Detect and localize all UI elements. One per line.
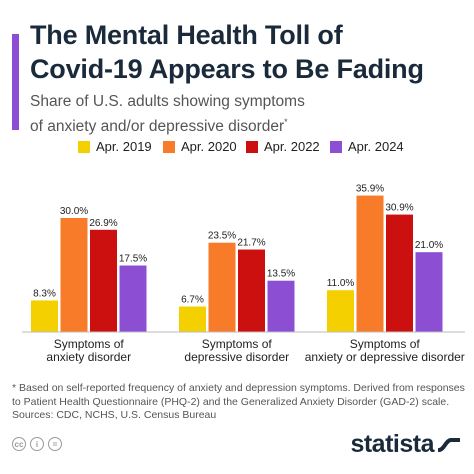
bar-value-label: 13.5%: [267, 269, 295, 280]
legend-label: Apr. 2022: [264, 139, 320, 154]
bar: [60, 218, 88, 332]
bar: [356, 195, 384, 332]
statista-wordmark: statista: [350, 430, 434, 458]
title-line-2: Covid-19 Appears to Be Fading: [30, 54, 424, 84]
bar: [267, 280, 295, 332]
title-line-1: The Mental Health Toll of: [30, 20, 343, 50]
bar-value-label: 8.3%: [33, 288, 56, 299]
statista-wave-icon: [438, 437, 460, 452]
footnote-line-1: * Based on self-reported frequency of an…: [12, 382, 465, 394]
bar: [415, 252, 443, 332]
bar-value-label: 17.5%: [119, 254, 147, 265]
bar-value-label: 30.0%: [60, 206, 88, 217]
license-icons: cc i =: [12, 437, 62, 451]
bar: [179, 306, 206, 332]
no-derivatives-icon[interactable]: =: [48, 437, 62, 451]
subtitle-line-1: Share of U.S. adults showing symptoms: [30, 93, 305, 110]
bar-value-label: 26.9%: [89, 218, 117, 229]
category-label: anxiety or depressive disorder: [305, 350, 465, 364]
subtitle-line-2: of anxiety and/or depressive disorder*: [30, 112, 470, 137]
legend-item: Apr. 2022: [246, 139, 320, 154]
legend-item: Apr. 2019: [78, 139, 152, 154]
bar-value-label: 21.0%: [415, 240, 443, 251]
statista-logo[interactable]: statista: [350, 430, 460, 459]
chart-title: The Mental Health Toll of Covid-19 Appea…: [30, 18, 470, 86]
footnote: * Based on self-reported frequency of an…: [12, 382, 467, 423]
sources-line: Sources: CDC, NCHS, U.S. Census Bureau: [12, 409, 217, 421]
creative-commons-icon[interactable]: cc: [12, 437, 26, 451]
legend-swatch: [330, 140, 342, 153]
legend-item: Apr. 2020: [163, 139, 237, 154]
legend-swatch: [78, 140, 90, 153]
bar: [327, 290, 354, 332]
legend-label: Apr. 2019: [96, 139, 152, 154]
footnote-line-2: to Patient Health Questionnaire (PHQ-2) …: [12, 395, 450, 408]
legend-label: Apr. 2024: [348, 139, 404, 154]
subtitle-line-2-text: of anxiety and/or depressive disorder: [30, 118, 285, 136]
title-accent-bar: [12, 34, 19, 130]
chart-subtitle: Share of U.S. adults showing symptoms of…: [30, 92, 470, 137]
bar-value-label: 30.9%: [385, 203, 413, 214]
category-label: Symptoms of: [54, 337, 125, 351]
bar: [31, 300, 58, 332]
bar: [119, 265, 147, 332]
bar-value-label: 21.7%: [237, 238, 265, 249]
bar: [238, 249, 265, 332]
bar-value-label: 6.7%: [181, 295, 204, 306]
chart-legend: Apr. 2019 Apr. 2020 Apr. 2022 Apr. 2024: [0, 139, 474, 157]
bar: [386, 214, 413, 332]
info-icon[interactable]: i: [30, 437, 44, 451]
legend-swatch: [246, 140, 258, 153]
bar-value-label: 11.0%: [327, 278, 355, 289]
legend-swatch: [163, 140, 175, 153]
legend-label: Apr. 2020: [181, 139, 237, 154]
category-label: Symptoms of: [350, 337, 421, 351]
subtitle-footnote-mark: *: [284, 117, 288, 127]
category-label: Symptoms of: [202, 337, 273, 351]
legend-item: Apr. 2024: [330, 139, 404, 154]
category-label: depressive disorder: [184, 350, 289, 364]
bar-value-label: 23.5%: [208, 231, 236, 242]
bar: [90, 229, 117, 332]
category-label: anxiety disorder: [46, 350, 131, 364]
bar: [208, 242, 236, 332]
bar-value-label: 35.9%: [356, 184, 384, 195]
